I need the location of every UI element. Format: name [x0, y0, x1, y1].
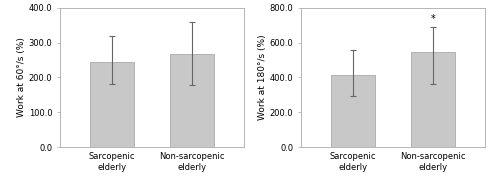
Bar [411, 52, 455, 147]
Text: *: * [430, 14, 436, 24]
Bar [90, 62, 134, 147]
Bar [331, 75, 375, 147]
Y-axis label: Work at 180°/s (%): Work at 180°/s (%) [258, 35, 266, 120]
Bar [170, 54, 214, 147]
Y-axis label: Work at 60°/s (%): Work at 60°/s (%) [17, 38, 26, 117]
